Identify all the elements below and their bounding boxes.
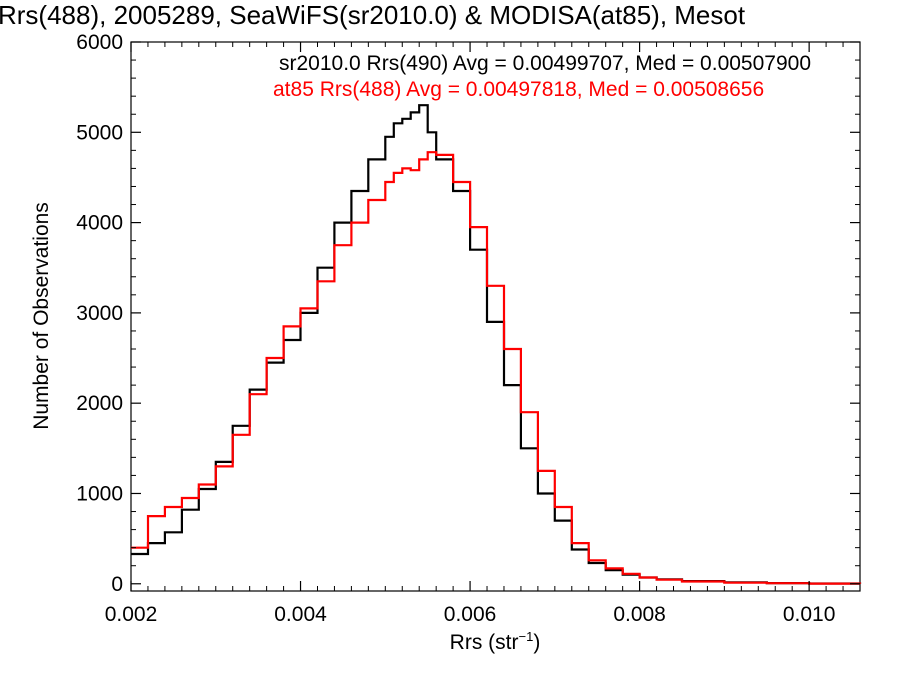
y-axis-label: Number of Observations <box>30 202 53 430</box>
x-tick-label: 0.002 <box>105 603 158 626</box>
y-tick-label: 4000 <box>76 212 123 235</box>
x-tick-label: 0.010 <box>783 603 836 626</box>
legend-entry-black: sr2010.0 Rrs(490) Avg = 0.00499707, Med … <box>279 52 811 75</box>
x-tick-label: 0.008 <box>613 603 666 626</box>
x-axis-label-close: ) <box>533 631 540 654</box>
series-line-0 <box>131 104 862 585</box>
y-tick-label: 1000 <box>76 482 123 505</box>
x-axis-label: Rrs (str−1) <box>450 629 541 654</box>
legend: sr2010.0 Rrs(490) Avg = 0.00499707, Med … <box>273 52 811 101</box>
x-tick-label: 0.004 <box>274 603 327 626</box>
plot-border <box>130 41 861 592</box>
series-line-1 <box>131 151 862 585</box>
tick-layer: 0.002 0.004 0.006 0.008 0.010 0 1000 2000 3000 40… <box>76 31 860 626</box>
x-axis-label-exponent: −1 <box>519 629 534 644</box>
series-layer <box>131 104 862 585</box>
y-tick-label: 3000 <box>76 302 123 325</box>
chart-title: Rrs(488), 2005289, SeaWiFS(sr2010.0) & M… <box>0 0 746 30</box>
plot-frame <box>130 41 861 592</box>
y-tick-label: 2000 <box>76 392 123 415</box>
x-axis-label-main: Rrs (str <box>450 631 519 654</box>
x-tick-label: 0.006 <box>444 603 497 626</box>
legend-entry-red: at85 Rrs(488) Avg = 0.00497818, Med = 0.… <box>273 78 764 101</box>
y-tick-label: 0 <box>111 573 123 596</box>
y-tick-label: 6000 <box>76 31 123 54</box>
y-tick-label: 5000 <box>76 121 123 144</box>
